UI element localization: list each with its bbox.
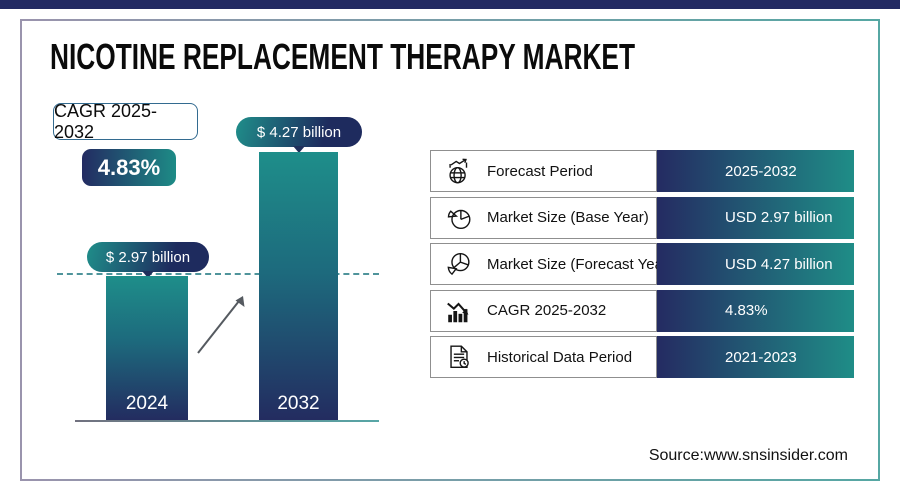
globe-growth-icon bbox=[444, 156, 474, 186]
table-row: Forecast Period 2025-2032 bbox=[430, 150, 854, 192]
table-label-cell: Market Size (Base Year) bbox=[430, 196, 657, 239]
table-label-cell: Market Size (Forecast Year) bbox=[430, 243, 673, 285]
table-row: Market Size (Forecast Year) USD 4.27 bil… bbox=[430, 243, 854, 285]
table-row-value: 4.83% bbox=[725, 302, 768, 319]
table-row-value: USD 2.97 billion bbox=[725, 209, 833, 226]
bar-2024: 2024 bbox=[106, 276, 188, 420]
source-attribution: Source:www.snsinsider.com bbox=[648, 447, 848, 464]
pie-chart-exploded-icon bbox=[444, 249, 474, 279]
bar-category-label-2032: 2032 bbox=[277, 393, 320, 414]
table-value-cell: USD 2.97 billion bbox=[657, 196, 854, 239]
chart-baseline bbox=[75, 420, 379, 422]
table-row-label: CAGR 2025-2032 bbox=[487, 302, 607, 319]
table-row: Market Size (Base Year) USD 2.97 billion bbox=[430, 196, 854, 239]
spec-table: Forecast Period 2025-2032 Market Size (B… bbox=[430, 150, 854, 378]
table-row: Historical Data Period 2021-2023 bbox=[430, 336, 854, 378]
growth-arrow-icon bbox=[197, 296, 245, 354]
table-value-cell: 2025-2032 bbox=[657, 150, 854, 192]
table-value-cell: 4.83% bbox=[657, 289, 854, 332]
table-row-label: Market Size (Forecast Year) bbox=[487, 255, 673, 273]
bar-value-pill-2024: $ 2.97 billion bbox=[87, 242, 209, 272]
bar-2032: 2032 bbox=[259, 152, 338, 420]
table-value-cell: USD 4.27 billion bbox=[657, 243, 854, 285]
bar-value-label-2032: $ 4.27 billion bbox=[256, 123, 342, 141]
table-row-label: Market Size (Base Year) bbox=[487, 209, 649, 226]
cagr-value: 4.83% bbox=[97, 154, 161, 180]
bar-chart-trend-icon bbox=[444, 296, 474, 326]
bar-value-pill-2032: $ 4.27 billion bbox=[236, 117, 362, 147]
table-value-cell: 2021-2023 bbox=[657, 336, 854, 378]
top-accent-bar bbox=[0, 0, 900, 9]
table-label-cell: Historical Data Period bbox=[430, 336, 657, 378]
table-row-value: 2025-2032 bbox=[725, 162, 797, 180]
table-row-label: Historical Data Period bbox=[487, 348, 633, 366]
table-label-cell: CAGR 2025-2032 bbox=[430, 289, 657, 332]
bar-category-label-2024: 2024 bbox=[125, 393, 169, 414]
pie-chart-icon bbox=[444, 203, 474, 233]
reference-dashed-line bbox=[57, 273, 379, 275]
cagr-label-box: CAGR 2025-2032 bbox=[53, 100, 198, 142]
table-row-label: Forecast Period bbox=[487, 162, 593, 180]
table-row: CAGR 2025-2032 4.83% bbox=[430, 289, 854, 332]
cagr-value-badge: 4.83% bbox=[82, 149, 176, 186]
cagr-label: CAGR 2025-2032 bbox=[54, 100, 158, 142]
table-row-value: USD 4.27 billion bbox=[725, 255, 833, 273]
table-label-cell: Forecast Period bbox=[430, 150, 657, 192]
bar-value-label-2024: $ 2.97 billion bbox=[105, 248, 191, 266]
table-row-value: 2021-2023 bbox=[725, 348, 797, 366]
document-clock-icon bbox=[444, 342, 474, 372]
page-title: NICOTINE REPLACEMENT THERAPY MARKET bbox=[50, 36, 636, 77]
